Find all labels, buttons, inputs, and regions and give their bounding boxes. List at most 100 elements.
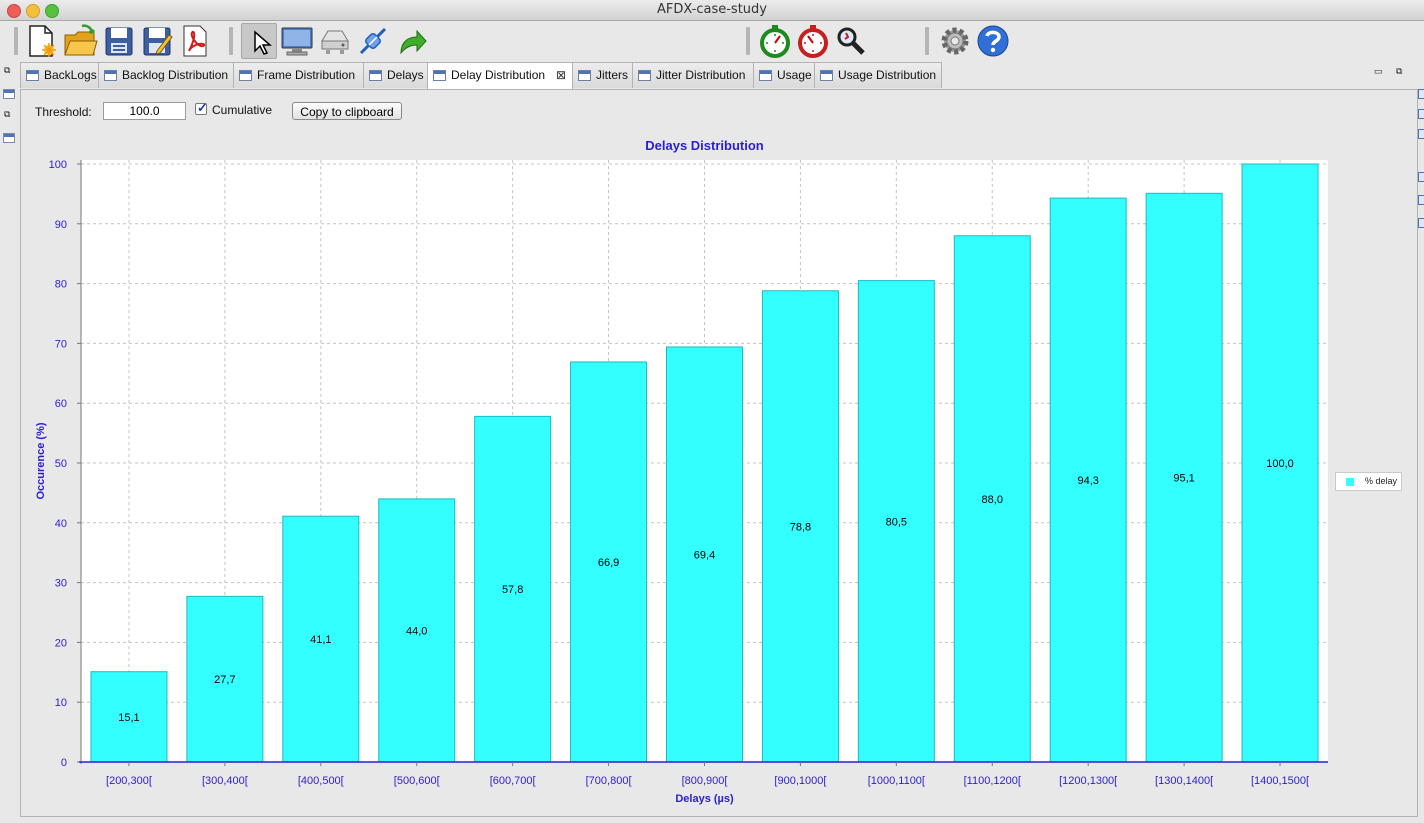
threshold-label: Threshold: (35, 105, 92, 119)
timer-green-icon[interactable] (757, 23, 793, 59)
y-tick-label: 20 (55, 637, 67, 649)
restore-icon[interactable]: ⧉ (4, 109, 11, 119)
view-icon (638, 70, 651, 81)
search-icon[interactable] (833, 23, 869, 59)
bar-value-label: 41,1 (310, 634, 331, 646)
y-tick-label: 70 (55, 338, 67, 350)
timer-red-icon[interactable] (795, 23, 831, 59)
minimized-view-icon[interactable] (3, 89, 15, 99)
cumulative-label: Cumulative (212, 103, 273, 117)
x-tick-label: [800,900[ (682, 775, 728, 787)
tab-label: BackLogs (44, 68, 97, 82)
left-minimized-views: ⧉ ⧉ (0, 62, 20, 823)
legend-label: % delay (1365, 476, 1398, 486)
monitor-icon[interactable] (279, 23, 315, 59)
x-tick-label: [1400,1500[ (1251, 775, 1309, 787)
minimize-view-icon[interactable]: ▭ (1374, 66, 1383, 76)
y-tick-label: 60 (55, 398, 67, 410)
x-tick-label: [1200,1300[ (1059, 775, 1117, 787)
tab-label: Jitters (596, 68, 629, 82)
x-tick-label: [700,800[ (586, 775, 632, 787)
bar-value-label: 69,4 (694, 549, 715, 561)
bar (1241, 163, 1319, 763)
copy-to-clipboard-button[interactable]: Copy to clipboard (292, 102, 402, 120)
close-tab-icon[interactable]: ⊠ (555, 68, 566, 82)
y-tick-label: 10 (55, 697, 67, 709)
maximize-view-icon[interactable]: ⧉ (1396, 66, 1403, 76)
minimized-view-icon[interactable] (1418, 129, 1424, 139)
tab-label: Delays (387, 68, 424, 82)
minimize-window-button[interactable] (26, 4, 40, 18)
switch-icon[interactable] (317, 23, 353, 59)
tab-usage[interactable]: Usage (753, 62, 815, 88)
close-window-button[interactable] (7, 4, 21, 18)
x-tick-label: [1100,1200[ (964, 775, 1021, 787)
settings-icon[interactable] (937, 23, 973, 59)
link-icon[interactable] (355, 23, 391, 59)
tab-jitters[interactable]: Jitters (572, 62, 633, 88)
tab-backlog-distribution[interactable]: Backlog Distribution (98, 62, 234, 88)
minimized-view-icon[interactable] (1418, 109, 1424, 119)
tab-usage-distribution[interactable]: Usage Distribution (814, 62, 942, 88)
x-tick-label: [1000,1100[ (868, 775, 925, 787)
bar-value-label: 57,8 (502, 584, 523, 596)
zoom-window-button[interactable] (45, 4, 59, 18)
help-icon[interactable] (975, 23, 1011, 59)
bar-value-label: 66,9 (598, 557, 619, 569)
x-axis-title: Delays (µs) (675, 793, 734, 805)
x-tick-label: [900,1000[ (774, 775, 826, 787)
minimized-view-icon[interactable] (3, 133, 15, 143)
x-tick-label: [200,300[ (106, 775, 152, 787)
tab-delay-distribution[interactable]: Delay Distribution ⊠ (427, 62, 573, 90)
y-tick-label: 100 (49, 159, 67, 171)
pdf-icon[interactable] (177, 23, 213, 59)
tab-label: Frame Distribution (257, 68, 356, 82)
toolbar-separator (925, 27, 929, 55)
bar (761, 290, 839, 763)
bar (474, 415, 552, 763)
tab-label: Jitter Distribution (656, 68, 746, 82)
restore-icon[interactable]: ⧉ (4, 65, 11, 75)
tab-frame-distribution[interactable]: Frame Distribution (233, 62, 364, 88)
x-tick-label: [300,400[ (202, 775, 248, 787)
minimized-view-icon[interactable] (1418, 218, 1424, 228)
bar (1049, 197, 1127, 763)
bar (186, 595, 264, 763)
tab-delays[interactable]: Delays (363, 62, 428, 88)
y-tick-label: 0 (61, 757, 67, 769)
bar (570, 361, 648, 763)
bar (666, 346, 743, 763)
minimized-view-icon[interactable] (1418, 195, 1424, 205)
tab-label: Usage Distribution (838, 68, 937, 82)
view-icon (578, 70, 591, 81)
save-as-icon[interactable] (139, 23, 175, 59)
delays-distribution-chart: 0 10 20 30 40 50 60 70 80 90 100 15,1 27,7 41,1 44,0 57… (35, 138, 1328, 805)
bar (378, 498, 456, 763)
right-minimized-views (1418, 62, 1424, 823)
y-tick-label: 80 (55, 279, 67, 291)
view-icon (104, 70, 117, 81)
chart-legend: % delay (1335, 472, 1402, 491)
bar-value-label: 78,8 (790, 521, 811, 533)
tab-backlogs[interactable]: BackLogs (20, 62, 99, 88)
tab-label: Backlog Distribution (122, 68, 229, 82)
minimized-view-icon[interactable] (1418, 172, 1424, 182)
x-tick-label: [500,600[ (394, 775, 440, 787)
x-tick-label: [600,700[ (490, 775, 536, 787)
open-folder-icon[interactable] (62, 23, 98, 59)
title-bar: AFDX-case-study (0, 0, 1424, 21)
minimized-view-icon[interactable] (1418, 89, 1424, 99)
new-file-icon[interactable] (24, 23, 60, 59)
cumulative-checkbox[interactable]: ✓ (195, 100, 208, 115)
tab-jitter-distribution[interactable]: Jitter Distribution (632, 62, 754, 88)
bar-value-label: 80,5 (886, 516, 907, 528)
view-icon (433, 70, 446, 81)
bar-value-label: 94,3 (1077, 475, 1098, 487)
tab-bar: BackLogs Backlog Distribution Frame Dist… (20, 62, 1418, 90)
save-icon[interactable] (101, 23, 137, 59)
checkmark-icon: ✓ (197, 100, 208, 115)
chart-title: Delays Distribution (645, 138, 764, 153)
redo-arrow-icon[interactable] (393, 23, 429, 59)
pointer-icon[interactable] (241, 23, 277, 59)
threshold-input[interactable] (103, 102, 186, 120)
